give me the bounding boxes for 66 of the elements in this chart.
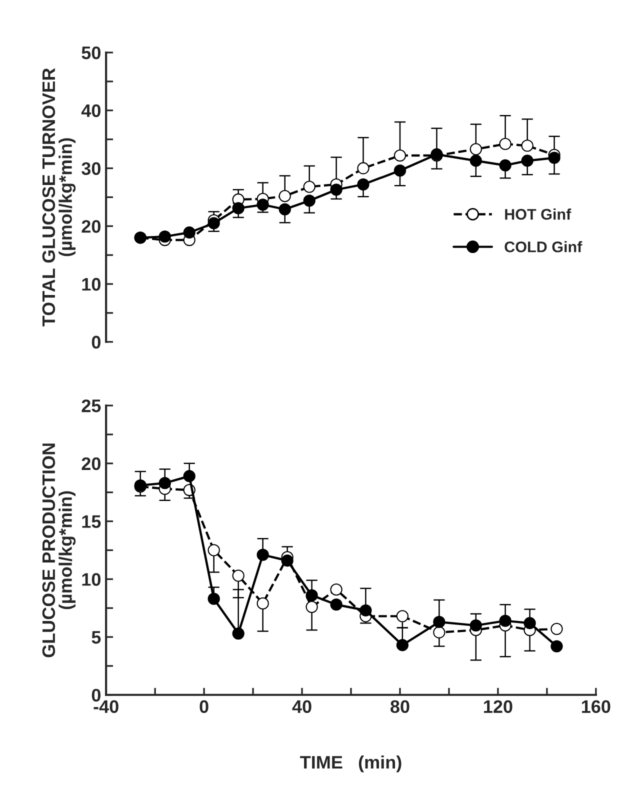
y-tick-label: 5 (92, 631, 101, 644)
y-tick-label: 25 (82, 399, 101, 412)
point (232, 570, 244, 582)
y-tick-label: 15 (82, 515, 101, 528)
y-axis-title: TOTAL GLUCOSE TURNOVER (µmol/kg*min) (42, 68, 76, 326)
x-tick-label: -40 (94, 700, 118, 714)
point (183, 226, 196, 239)
point (499, 138, 512, 150)
point (256, 597, 269, 610)
point (357, 178, 370, 191)
point (303, 194, 316, 207)
point (360, 604, 372, 616)
point (499, 159, 512, 172)
point (208, 592, 220, 605)
point (208, 544, 220, 556)
point (306, 600, 318, 613)
point (521, 154, 534, 167)
x-tick-label: 0 (200, 700, 208, 714)
point (303, 180, 316, 193)
point (281, 554, 294, 567)
y-tick-label: 0 (92, 688, 100, 702)
x-tick-label: 40 (292, 700, 312, 714)
point (499, 614, 512, 627)
point (256, 548, 269, 561)
point (158, 230, 171, 243)
y-axis-title: GLUCOSE PRODUCTION (µmol/kg*min) (42, 444, 76, 658)
point (183, 470, 196, 482)
point (394, 164, 406, 177)
y-tick-label: 50 (82, 46, 100, 60)
y-tick-label: 30 (82, 162, 100, 176)
point (550, 622, 563, 635)
y-tick-label: 10 (82, 573, 100, 586)
y-tick-label: 20 (82, 220, 100, 233)
point (278, 203, 291, 216)
point (357, 162, 370, 174)
point (470, 143, 482, 156)
point (524, 617, 536, 630)
point (470, 154, 482, 167)
point (330, 583, 342, 596)
point (521, 140, 534, 152)
y-tick-label: 40 (81, 104, 100, 118)
point (433, 626, 446, 638)
point (396, 639, 409, 652)
legend-label: COLD Ginf (504, 241, 582, 252)
y-tick-label: 20 (82, 457, 100, 470)
point (548, 152, 560, 164)
x-tick-label: 160 (582, 700, 610, 714)
y-tick-label: 0 (92, 336, 100, 349)
point (396, 610, 409, 622)
point (330, 184, 342, 196)
y-tick-label: 10 (82, 278, 100, 291)
point (394, 149, 406, 162)
point (433, 616, 446, 628)
point (158, 477, 171, 490)
point (278, 190, 291, 202)
x-tick-label: 120 (484, 700, 512, 714)
x-tick-label: 80 (390, 700, 410, 714)
point (470, 619, 482, 632)
point (550, 640, 563, 652)
point (256, 198, 269, 211)
legend-label: HOT Ginf (505, 208, 572, 220)
point (232, 202, 244, 214)
point (232, 627, 244, 640)
point (306, 589, 318, 602)
point (330, 598, 342, 611)
x-axis-title: TIME (min) (300, 755, 402, 772)
